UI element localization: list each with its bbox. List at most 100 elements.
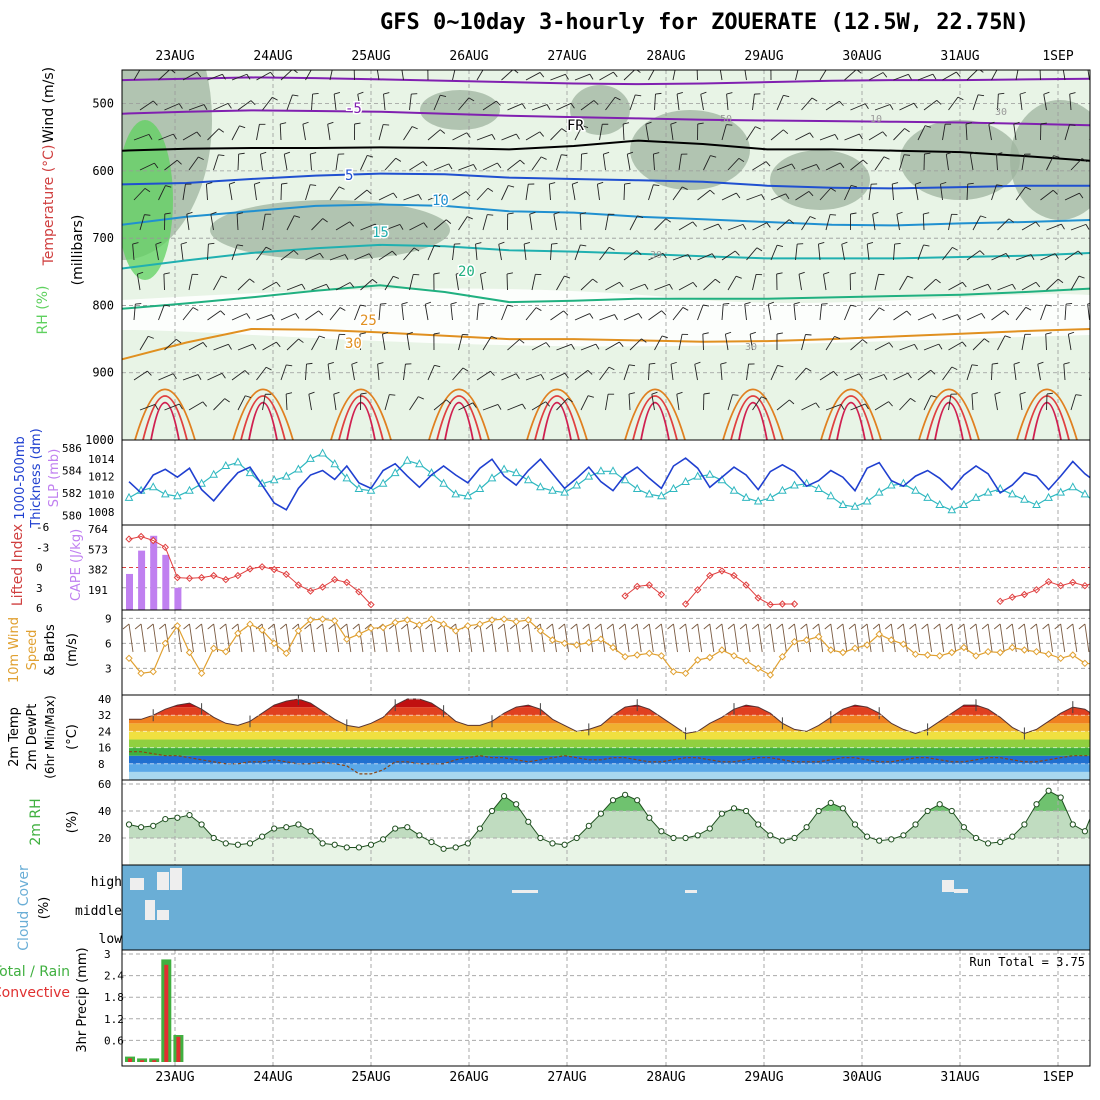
wind-barb xyxy=(360,155,368,171)
wind-barb-flag xyxy=(717,223,722,230)
wind-barb-flag xyxy=(382,331,389,335)
wind-barb xyxy=(403,126,413,141)
rh-point xyxy=(198,821,205,828)
wind-barb xyxy=(868,72,884,81)
surface-wind-barb-flag xyxy=(509,623,517,630)
wind-barb xyxy=(433,95,441,111)
wind-speed-point xyxy=(476,620,484,628)
cloud-level-label: middle xyxy=(75,904,122,919)
surface-wind-barb xyxy=(794,623,799,653)
axis-label-temperature: Temperature (°C) xyxy=(41,145,57,267)
wind-barb-flag xyxy=(592,278,598,284)
axis-label-rh2m-unit: (%) xyxy=(65,811,80,834)
wind-barb-flag xyxy=(319,335,326,339)
wind-barb xyxy=(965,124,968,141)
wind-barb xyxy=(525,374,542,381)
wind-barb xyxy=(605,281,620,291)
wind-barb-flag xyxy=(172,133,177,140)
wind-barb-flag xyxy=(1077,250,1083,256)
slp-point xyxy=(632,483,642,492)
wind-barb-flag xyxy=(227,103,232,109)
wind-barb-flag xyxy=(164,304,171,307)
wind-barb-flag xyxy=(389,394,396,396)
wind-barb xyxy=(525,184,529,201)
wind-barb xyxy=(694,364,698,381)
rh-point xyxy=(380,836,387,843)
wind-barb-flag xyxy=(295,313,300,319)
wind-barb-flag xyxy=(697,122,704,125)
rh-point xyxy=(150,822,157,829)
wind-barb-flag xyxy=(495,100,501,106)
wind-barb-flag xyxy=(971,364,978,367)
wind-barb-flag xyxy=(755,126,761,130)
wind-barb xyxy=(579,213,582,231)
surface-wind-barb-flag xyxy=(594,623,602,630)
rh-blob xyxy=(900,120,1020,200)
wind-barb-flag xyxy=(661,335,668,339)
wind-speed-point xyxy=(572,641,581,649)
wind-barb-flag xyxy=(830,214,837,216)
wind-barb-flag xyxy=(864,103,869,110)
wind-barb-flag xyxy=(720,362,727,365)
wind-barb xyxy=(923,99,938,111)
wind-barb xyxy=(727,223,744,231)
wind-speed-point xyxy=(464,622,472,630)
surface-wind-barb xyxy=(951,623,957,653)
wind-barb-flag xyxy=(1004,335,1011,339)
lifted-index-tick-label: 0 xyxy=(36,562,43,575)
slp-point xyxy=(1080,489,1090,498)
wind-barb xyxy=(966,364,973,381)
surface-isotherm-loop xyxy=(828,395,874,440)
wind-barb-flag xyxy=(202,342,208,348)
wind-barb xyxy=(1070,223,1087,231)
surface-wind-barb-flag xyxy=(824,623,832,630)
wind-barb-flag xyxy=(697,63,703,64)
wind-barb-flag xyxy=(608,246,615,251)
rh-point xyxy=(488,807,496,815)
slp-point xyxy=(765,492,775,501)
wind-barb xyxy=(997,218,1010,231)
wind-barb-flag xyxy=(360,304,367,307)
wind-barb-flag xyxy=(744,301,751,305)
wind-barb-flag xyxy=(540,374,545,380)
wind-barb-flag xyxy=(462,367,469,372)
wind-barb-flag xyxy=(1043,91,1050,95)
wind-barb xyxy=(409,94,412,111)
wind-barb xyxy=(942,366,953,381)
wind-barb xyxy=(697,304,704,321)
slp-point xyxy=(778,485,787,494)
wind-barb xyxy=(256,314,272,321)
wind-speed-point xyxy=(609,643,617,652)
surface-wind-barb-flag xyxy=(340,623,348,630)
wind-barb xyxy=(599,247,610,261)
wind-barb xyxy=(700,94,704,111)
wind-barb-flag xyxy=(210,211,217,215)
wind-barb-flag xyxy=(176,159,182,165)
wind-barb-flag xyxy=(1054,253,1059,259)
panel-frame xyxy=(121,949,1091,1067)
wind-barb xyxy=(501,373,517,381)
wind-barb xyxy=(335,334,340,351)
date-tick-bottom: 26AUG xyxy=(449,1070,488,1085)
wind-barb-flag xyxy=(882,131,887,137)
wind-barb-flag xyxy=(904,128,910,133)
wind-barb xyxy=(721,250,736,261)
temperature-band xyxy=(129,715,1090,724)
wind-speed-point xyxy=(367,624,375,633)
wind-barb xyxy=(139,403,156,411)
date-tick-top: 27AUG xyxy=(547,49,586,64)
slp-point xyxy=(935,499,945,508)
wind-barb xyxy=(605,394,609,411)
surface-wind-barb xyxy=(1072,623,1078,653)
wind-barb xyxy=(378,250,393,261)
wind-speed-point xyxy=(1008,643,1017,652)
date-tick-top: 25AUG xyxy=(351,49,390,64)
wind-barb-flag xyxy=(910,397,916,403)
rh-point xyxy=(573,834,580,842)
wind-barb-flag xyxy=(638,313,643,319)
wind-barb-flag xyxy=(383,92,390,95)
stability-panel xyxy=(122,525,1090,610)
wind-barb xyxy=(424,304,429,321)
wind-barb xyxy=(1040,304,1047,321)
wind-barb-flag xyxy=(172,373,177,379)
